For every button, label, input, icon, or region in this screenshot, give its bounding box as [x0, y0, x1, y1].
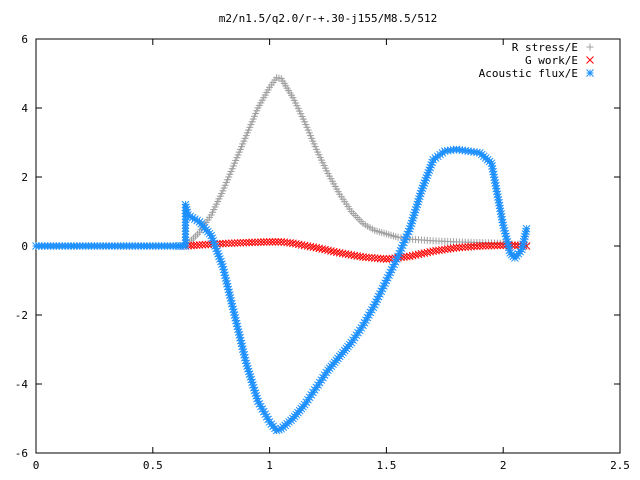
series-1-point [219, 239, 227, 248]
x-tick-label: 0.5 [143, 459, 163, 472]
series-1-point [467, 242, 475, 251]
series-2-point [259, 407, 268, 416]
series-1-point [233, 239, 242, 247]
series-1-point [321, 245, 329, 254]
series-1-point [332, 248, 341, 257]
series-1-point [201, 240, 210, 249]
series-1-point [312, 243, 321, 252]
y-tick-label: -6 [15, 447, 28, 460]
series-1-point [475, 242, 484, 250]
series-1-point [242, 238, 251, 247]
series-1-point [417, 249, 426, 258]
series-1-point [268, 238, 277, 246]
series-1-point [318, 245, 327, 253]
series-1-point [254, 238, 262, 247]
series-1-point [461, 243, 470, 251]
series-1-point [405, 252, 414, 261]
series-1-point [458, 243, 467, 252]
series-1-point [464, 243, 473, 251]
series-1-point [224, 239, 233, 248]
series-1-point [327, 247, 335, 255]
series-1-point [470, 242, 478, 251]
series-1-point [481, 241, 490, 250]
y-tick-label: 0 [21, 240, 28, 253]
series-1-point [420, 249, 429, 257]
legend-label: Acoustic flux/E [479, 67, 578, 80]
x-tick-label: 2 [500, 459, 507, 472]
series-2-point [220, 268, 229, 277]
series-1-point [411, 251, 420, 259]
y-tick-label: 6 [21, 33, 28, 46]
series-1-point [324, 246, 332, 255]
series-1-point [227, 239, 236, 248]
series-1-point [262, 238, 271, 246]
series-1-point [245, 238, 254, 247]
series-2-point [232, 319, 241, 328]
series-2-point [372, 298, 380, 306]
chart-title: m2/n1.5/q2.0/r-+.30-j155/M8.5/512 [219, 12, 438, 25]
y-tick-label: -2 [15, 309, 28, 322]
series-1-point [423, 248, 432, 257]
y-tick-label: -4 [15, 378, 29, 391]
series-1-point [274, 238, 283, 246]
series-1-point [379, 254, 388, 263]
legend-marker [586, 43, 594, 51]
legend-label: G work/E [525, 54, 578, 67]
legend-label: R stress/E [512, 41, 578, 54]
series-1-point [198, 240, 207, 249]
series-1-point [221, 239, 230, 248]
legend-marker [586, 69, 594, 77]
series-1-point [236, 238, 245, 247]
series-1-point [271, 238, 280, 246]
series-1-point [473, 242, 481, 251]
series-1-point [493, 241, 502, 250]
series-1-point [230, 239, 239, 247]
series-1-point [478, 242, 487, 250]
data-series [32, 74, 531, 435]
series-1-point [490, 241, 499, 250]
series-2-point [223, 279, 231, 288]
series-1-point [452, 243, 461, 252]
series-0 [32, 74, 531, 250]
series-1-point [239, 238, 248, 247]
series-2-point [219, 265, 228, 274]
series-2-point [235, 331, 244, 339]
series-1-point [248, 238, 256, 247]
x-tick-label: 2.5 [610, 459, 630, 472]
legend-marker [586, 56, 594, 64]
series-1-point [265, 238, 274, 246]
series-1-point [414, 250, 423, 259]
series-1-point [251, 238, 259, 247]
series-2 [32, 145, 531, 435]
series-1-point [455, 243, 464, 252]
series-1-point [484, 241, 493, 250]
series-1-point [315, 244, 324, 253]
y-tick-label: 4 [21, 102, 28, 115]
y-tick-label: 2 [21, 171, 28, 184]
series-1-point [256, 238, 265, 246]
x-tick-label: 0 [33, 459, 40, 472]
x-tick-label: 1.5 [376, 459, 396, 472]
series-1-point [329, 247, 338, 256]
series-1-point [487, 241, 496, 250]
series-1-point [259, 238, 268, 246]
series-1-point [496, 241, 505, 250]
series-1-point [309, 243, 318, 252]
x-tick-label: 1 [266, 459, 273, 472]
series-2-point [522, 224, 531, 233]
series-1-point [195, 241, 204, 249]
series-1-point [408, 251, 417, 260]
axis-ticks: 0 0.5 1 1.5 2 2.5 -6 -4 -2 0 2 4 6 [15, 33, 630, 472]
series-2-point [225, 291, 234, 299]
